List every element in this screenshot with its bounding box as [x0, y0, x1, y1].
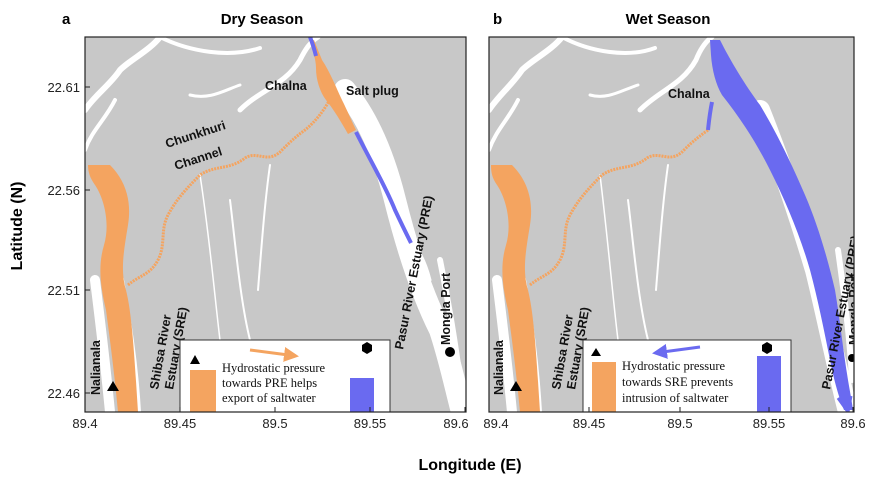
y-ticks: 22.61 22.56 22.51 22.46	[47, 80, 90, 401]
panel-b-map: Chalna Pasur River Estuary (PRE) Shibsa …	[489, 37, 861, 412]
panel-b-xtick-4: 89.6	[840, 416, 865, 431]
legend-orange-swatch	[592, 362, 616, 412]
panel-b-title: Wet Season	[626, 11, 711, 28]
panel-b-legend: Hydrostatic pressure towards SRE prevent…	[582, 339, 792, 413]
pasur-fresh-water	[354, 131, 413, 244]
panel-a-xtick-1: 89.45	[164, 416, 197, 431]
legend-orange-swatch	[190, 370, 216, 412]
legend-line2: towards SRE prevents	[622, 375, 733, 389]
mongla-port-marker	[848, 354, 854, 362]
panel-a-title: Dry Season	[221, 11, 304, 28]
ytick-2: 22.51	[47, 283, 80, 298]
panel-a-xtick-2: 89.5	[262, 416, 287, 431]
chalna-salt-plug	[310, 40, 356, 134]
legend-arrow-left	[652, 343, 701, 359]
panel-a-xtick-4: 89.6	[443, 416, 468, 431]
shibsa-river-salt-water	[88, 165, 138, 412]
label-chalna: Chalna	[265, 79, 308, 93]
x-axis-label: Longitude (E)	[418, 457, 521, 474]
legend-line2: towards PRE helps	[222, 376, 317, 390]
panel-a-letter: a	[62, 11, 71, 28]
label-mongla-port: Mongla Port	[439, 272, 453, 345]
ytick-0: 22.61	[47, 80, 80, 95]
legend-triangle-marker	[190, 355, 200, 364]
y-axis-label: Latitude (N)	[9, 182, 26, 271]
panel-b: b Wet Season	[483, 11, 865, 431]
label-mongla-port: Mongla Port	[847, 272, 861, 345]
pasur-fresh-water	[710, 40, 853, 410]
nalianala-triangle-marker	[107, 381, 119, 391]
legend-line1: Hydrostatic pressure	[622, 359, 726, 373]
ytick-3: 22.46	[47, 386, 80, 401]
label-nalianala: Nalianala	[492, 339, 506, 395]
panel-a-xtick-3: 89.55	[354, 416, 387, 431]
mongla-port-marker	[445, 347, 455, 357]
panel-b-xtick-1: 89.45	[573, 416, 606, 431]
pasur-upstream-fresh-water	[308, 37, 318, 57]
legend-line1: Hydrostatic pressure	[222, 361, 326, 375]
ytick-1: 22.56	[47, 183, 80, 198]
chalna-fresh-water	[706, 101, 714, 131]
legend-hexagon-marker	[762, 342, 772, 354]
panel-b-xtick-2: 89.5	[667, 416, 692, 431]
legend-box	[582, 339, 792, 413]
panel-b-x-ticks: 89.4 89.45 89.5 89.55 89.6	[483, 407, 866, 431]
legend-triangle-marker	[591, 348, 601, 356]
legend-line3: export of saltwater	[222, 391, 317, 405]
panel-b-xtick-3: 89.55	[753, 416, 786, 431]
label-salt-plug: Salt plug	[346, 84, 399, 98]
chunkhuri-channel-salt-water	[529, 128, 709, 287]
panel-a-legend: Hydrostatic pressure towards PRE helps e…	[179, 339, 391, 413]
panel-a-xtick-0: 89.4	[72, 416, 97, 431]
panel-b-letter: b	[493, 11, 502, 28]
panel-b-frame	[488, 36, 855, 413]
shibsa-river-salt-water	[491, 165, 540, 412]
chunkhuri-channel-salt-water	[127, 94, 334, 287]
label-nalianala: Nalianala	[89, 339, 103, 395]
legend-blue-swatch	[757, 356, 781, 412]
panel-b-xtick-0: 89.4	[483, 416, 508, 431]
legend-line3: intrusion of saltwater	[622, 391, 729, 405]
legend-arrow-right	[249, 347, 299, 362]
label-chalna: Chalna	[668, 87, 711, 101]
legend-blue-swatch	[350, 378, 374, 412]
panel-a-x-ticks: 89.4 89.45 89.5 89.55 89.6	[72, 407, 469, 431]
nalianala-triangle-marker	[510, 381, 522, 391]
legend-hexagon-marker	[362, 342, 372, 354]
panel-a: a Dry Season	[47, 11, 468, 431]
pasur-flow-arrow	[836, 395, 853, 412]
